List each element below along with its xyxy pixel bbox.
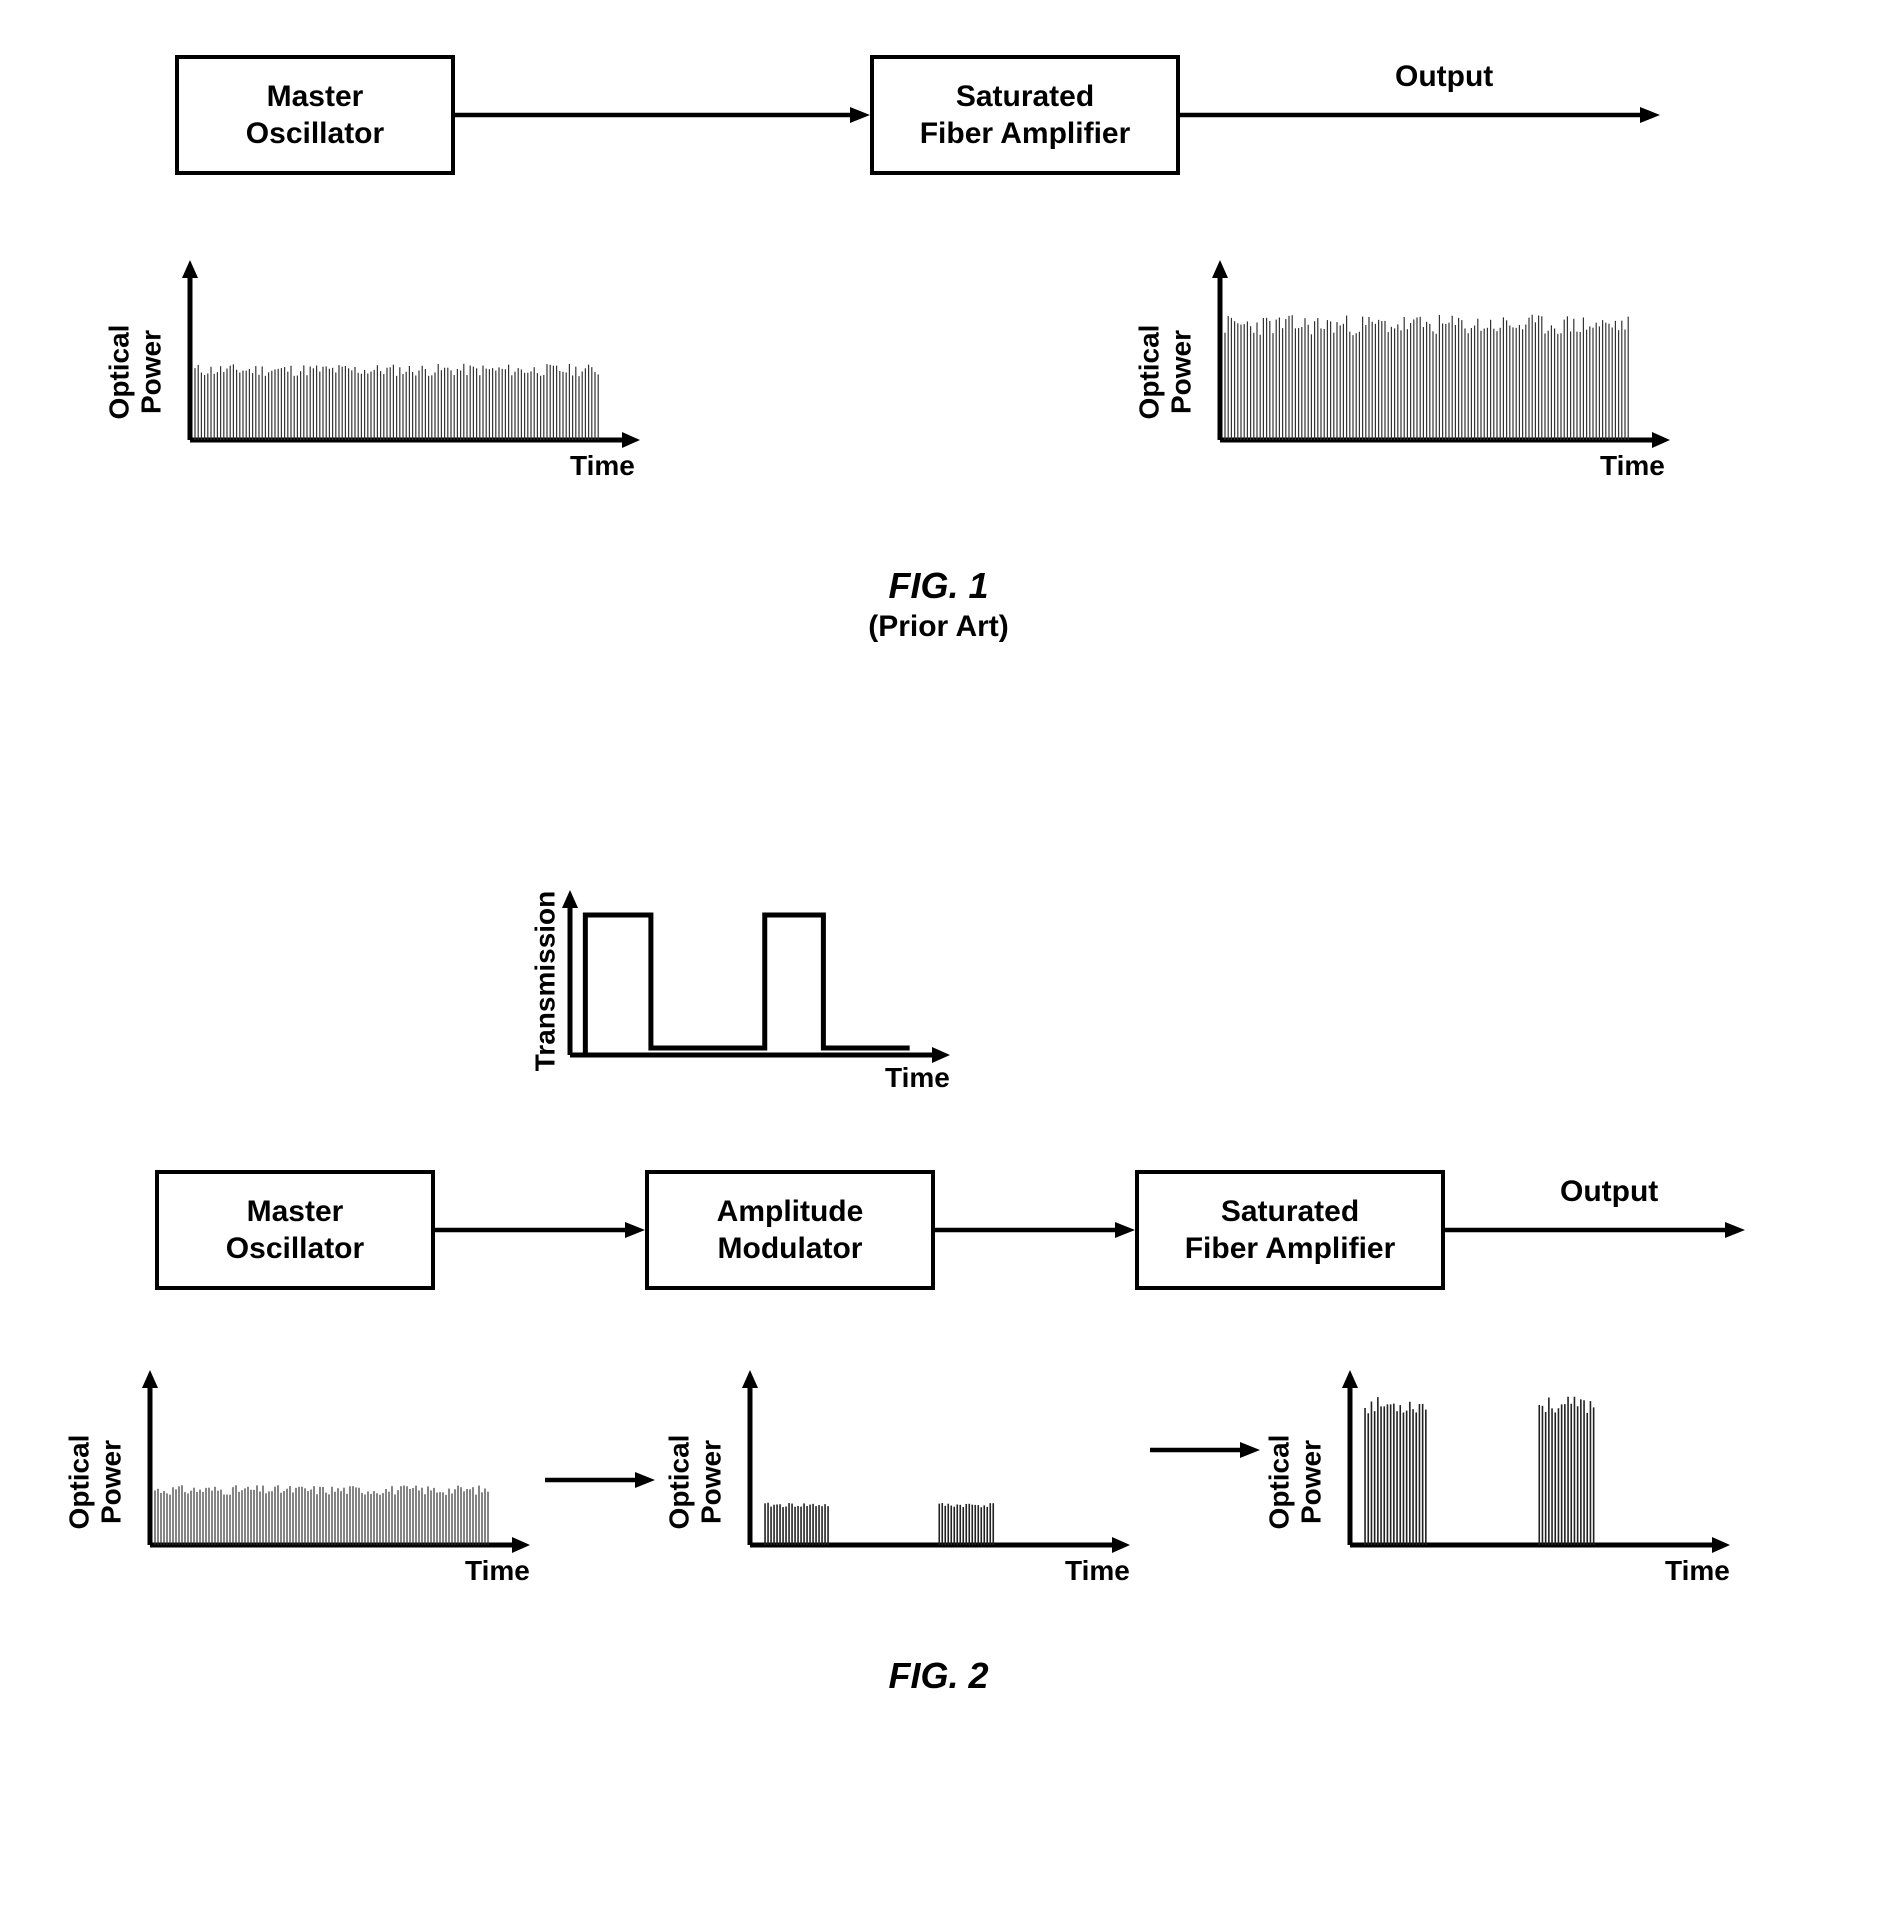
fig2-chart-c-ylabel: Optical Power bbox=[1263, 1435, 1327, 1530]
fig2-chart-a-xlabel: Time bbox=[465, 1555, 530, 1587]
fig2-transmission-xlabel: Time bbox=[885, 1062, 950, 1094]
fig2-output-label: Output bbox=[1560, 1175, 1658, 1209]
fig2-chart-c-svg bbox=[1320, 1370, 1740, 1580]
fig2-arrow-am-to-sfa bbox=[935, 1220, 1135, 1240]
fig2-chart-a-ylabel: Optical Power bbox=[63, 1435, 127, 1530]
fig2-caption: FIG. 2 bbox=[0, 1655, 1877, 1697]
fig1-master-oscillator-block: Master Oscillator bbox=[175, 55, 455, 175]
fig1-chart-right-svg bbox=[1190, 260, 1680, 470]
fig1-chart-left-svg bbox=[160, 260, 650, 470]
fig2-chart-b-svg bbox=[720, 1370, 1140, 1580]
fig1-chart-left-ylabel: Optical Power bbox=[103, 325, 167, 420]
fig1-subcaption: (Prior Art) bbox=[0, 610, 1877, 644]
fig1-caption: FIG. 1 bbox=[0, 565, 1877, 607]
fig2-chart-b-ylabel: Optical Power bbox=[663, 1435, 727, 1530]
fig2-chart-a-svg bbox=[120, 1370, 540, 1580]
fig2-arrow-b-to-c bbox=[1150, 1440, 1260, 1460]
fig2-arrow-mo-to-am bbox=[435, 1220, 645, 1240]
fig2-arrow-a-to-b bbox=[545, 1470, 655, 1490]
fig1-chart-right-ylabel: Optical Power bbox=[1133, 325, 1197, 420]
fig1-saturated-amplifier-block: Saturated Fiber Amplifier bbox=[870, 55, 1180, 175]
fig1-arrow-sfa-to-output bbox=[1180, 105, 1660, 125]
fig1-chart-right-xlabel: Time bbox=[1600, 450, 1665, 482]
fig2-arrow-sfa-to-output bbox=[1445, 1220, 1745, 1240]
fig2-master-oscillator-block: Master Oscillator bbox=[155, 1170, 435, 1290]
fig2-amplitude-modulator-block: Amplitude Modulator bbox=[645, 1170, 935, 1290]
fig1-output-label: Output bbox=[1395, 60, 1493, 94]
fig2-chart-c-xlabel: Time bbox=[1665, 1555, 1730, 1587]
fig1-arrow-mo-to-sfa bbox=[455, 105, 870, 125]
fig1-chart-left-xlabel: Time bbox=[570, 450, 635, 482]
fig2-transmission-svg bbox=[540, 890, 960, 1090]
fig2-saturated-amplifier-block: Saturated Fiber Amplifier bbox=[1135, 1170, 1445, 1290]
fig2-chart-b-xlabel: Time bbox=[1065, 1555, 1130, 1587]
